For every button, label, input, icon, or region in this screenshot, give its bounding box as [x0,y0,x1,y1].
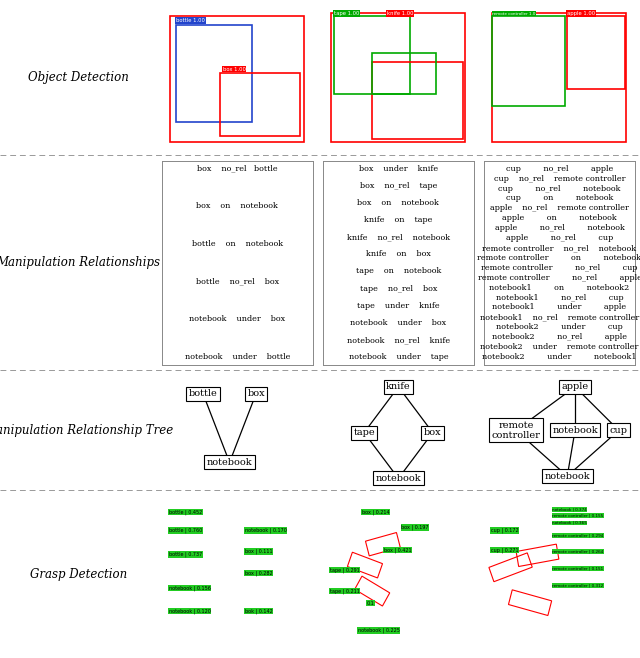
Bar [372,53,436,94]
Text: Manipulation Relationships: Manipulation Relationships [0,257,161,269]
Text: notebook: notebook [545,472,590,480]
Text: apple         on         notebook: apple on notebook [502,215,617,222]
Text: notebook: notebook [207,458,252,467]
Text: box    no_rel   bottle: box no_rel bottle [197,164,278,173]
Bar [508,590,552,615]
Text: remote controller | 0.155: remote controller | 0.155 [552,513,604,517]
Text: remote controller 1.0: remote controller 1.0 [492,12,536,16]
Text: tape | 0.291: tape | 0.291 [330,567,360,572]
Text: cup    no_rel    remote controller: cup no_rel remote controller [493,174,625,183]
Text: Object Detection: Object Detection [28,71,129,84]
Text: notebook | 0.365: notebook | 0.365 [552,521,587,525]
Text: notebook2         under         cup: notebook2 under cup [496,323,623,331]
Text: notebook: notebook [376,474,421,483]
Text: box 1.00: box 1.00 [223,66,246,72]
Text: apple    no_rel    remote controller: apple no_rel remote controller [490,205,629,213]
Bar [355,576,390,606]
Bar [176,24,252,122]
Text: remote controller         no_rel         cup: remote controller no_rel cup [481,264,637,272]
Text: box: box [424,428,442,437]
Text: box | 0.197: box | 0.197 [401,524,429,530]
Text: notebook2         under         notebook1: notebook2 under notebook1 [482,353,637,361]
Text: tape    under    knife: tape under knife [357,301,440,310]
Bar [365,532,400,556]
Text: knife: knife [386,382,411,392]
Text: cup | 0.172: cup | 0.172 [491,528,518,533]
Text: notebook | 0.156: notebook | 0.156 [169,586,211,591]
Text: cup | 0.271: cup | 0.271 [491,547,518,553]
Text: notebook | 0.120: notebook | 0.120 [169,608,211,614]
Text: tape    on    notebook: tape on notebook [356,267,441,276]
Text: notebook | 0.374: notebook | 0.374 [552,507,587,511]
Text: bottle | 0.737: bottle | 0.737 [169,552,202,557]
Text: notebook1    no_rel    remote controller: notebook1 no_rel remote controller [480,313,639,321]
Text: knife    on    box: knife on box [366,250,431,259]
Text: box | 0.111: box | 0.111 [244,549,272,554]
Text: apple         no_rel         notebook: apple no_rel notebook [495,224,625,232]
Text: bottle: bottle [189,389,218,398]
Text: box | 0.282: box | 0.282 [244,570,272,576]
Bar [567,16,625,89]
Text: box    on    notebook: box on notebook [196,203,278,211]
Text: notebook    no_rel    knife: notebook no_rel knife [347,336,450,344]
Text: notebook | 0.225: notebook | 0.225 [358,628,399,634]
Text: bottle | 0.760: bottle | 0.760 [169,528,202,533]
Text: notebook | 0.170: notebook | 0.170 [244,528,287,533]
Text: remote controller         no_rel         apple: remote controller no_rel apple [477,274,640,282]
Text: notebook2    under    remote controller: notebook2 under remote controller [480,343,639,351]
Text: notebook1         under         apple: notebook1 under apple [492,303,627,311]
Text: bottle    on    notebook: bottle on notebook [192,240,283,248]
Text: remote controller | 0.151: remote controller | 0.151 [552,567,604,570]
Text: bok | 0.142: bok | 0.142 [244,608,273,614]
Bar [489,553,532,582]
Text: cup         on         notebook: cup on notebook [506,195,613,203]
Text: cup: cup [610,426,628,435]
Text: notebook1         no_rel         cup: notebook1 no_rel cup [495,293,623,301]
Text: box    under    knife: box under knife [359,164,438,173]
Text: remote
controller: remote controller [492,420,540,440]
Text: notebook    under    box: notebook under box [189,315,285,323]
Text: tape 1.00: tape 1.00 [334,11,360,16]
Text: cup         no_rel         notebook: cup no_rel notebook [498,184,621,193]
Text: bottle | 0.452: bottle | 0.452 [169,509,202,515]
Text: box    no_rel    tape: box no_rel tape [360,182,437,190]
Text: notebook    under    bottle: notebook under bottle [185,353,290,361]
Text: remote controller    no_rel    notebook: remote controller no_rel notebook [483,244,637,252]
Text: remote controller | 0.294: remote controller | 0.294 [552,533,604,537]
Text: apple         no_rel         cup: apple no_rel cup [506,234,613,242]
Text: apple: apple [561,382,589,392]
Text: notebook    under    tape: notebook under tape [349,353,448,361]
Text: tape: tape [353,428,375,437]
Text: notebook: notebook [552,426,598,435]
Text: knife    no_rel    notebook: knife no_rel notebook [347,233,450,241]
Bar [372,63,463,139]
Text: box: box [247,389,265,398]
Text: tape | 0.211: tape | 0.211 [330,588,360,594]
Text: Manipulation Relationship Tree: Manipulation Relationship Tree [0,424,173,437]
Text: knife 1.00: knife 1.00 [387,11,413,16]
Bar [348,552,383,578]
Bar [492,16,565,105]
Text: cup         no_rel         apple: cup no_rel apple [506,164,613,173]
Text: notebook    under    box: notebook under box [350,318,447,327]
Text: box | 0.214: box | 0.214 [362,509,390,515]
Bar [220,74,300,136]
Text: tape    no_rel    box: tape no_rel box [360,284,437,293]
Text: remote controller | 0.264: remote controller | 0.264 [552,550,604,554]
Text: box | 0.421: box | 0.421 [384,547,412,553]
Bar [516,544,559,567]
Text: apple 1.00: apple 1.00 [567,11,595,16]
Text: bottle    no_rel    box: bottle no_rel box [196,278,279,286]
Text: knife    on    tape: knife on tape [364,216,433,224]
Text: bottle 1.00: bottle 1.00 [176,18,205,23]
Bar [334,16,410,94]
Text: 0.1: 0.1 [366,601,374,605]
Text: Grasp Detection: Grasp Detection [30,568,127,580]
Text: remote controller | 0.312: remote controller | 0.312 [552,583,604,587]
Text: box    on    notebook: box on notebook [358,199,439,207]
Text: notebook1         on         notebook2: notebook1 on notebook2 [490,284,630,291]
Text: remote controller         on         notebook: remote controller on notebook [477,254,640,262]
Text: notebook2         no_rel         apple: notebook2 no_rel apple [492,333,627,342]
